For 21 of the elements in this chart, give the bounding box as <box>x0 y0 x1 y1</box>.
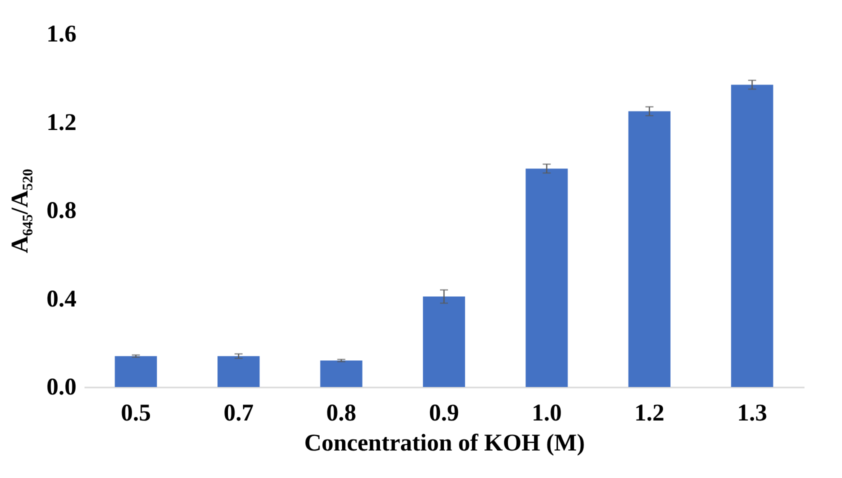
y-tick-label: 1.6 <box>46 22 76 48</box>
bar <box>526 168 568 387</box>
x-tick-label: 0.9 <box>429 400 459 426</box>
x-axis-title: Concentration of KOH (M) <box>304 430 585 456</box>
bar <box>114 356 157 387</box>
bar <box>218 356 260 387</box>
bar <box>422 296 466 387</box>
y-tick-label: 0.4 <box>46 286 76 312</box>
x-tick-label: 1.2 <box>634 400 664 426</box>
y-tick-label: 0.0 <box>46 374 76 400</box>
y-axis-title: A₆₄₅/A₅₂₀ <box>8 168 34 254</box>
y-tick-label: 0.8 <box>46 198 76 224</box>
x-tick-label: 1.0 <box>532 400 562 426</box>
x-tick-label: 0.5 <box>120 400 151 426</box>
bar <box>628 111 670 387</box>
bar <box>731 84 774 387</box>
y-tick-label: 1.2 <box>46 110 76 136</box>
x-tick-label: 0.7 <box>224 400 254 426</box>
x-tick-label: 0.8 <box>326 400 356 426</box>
bar <box>320 360 362 387</box>
x-tick-label: 1.3 <box>737 400 768 426</box>
